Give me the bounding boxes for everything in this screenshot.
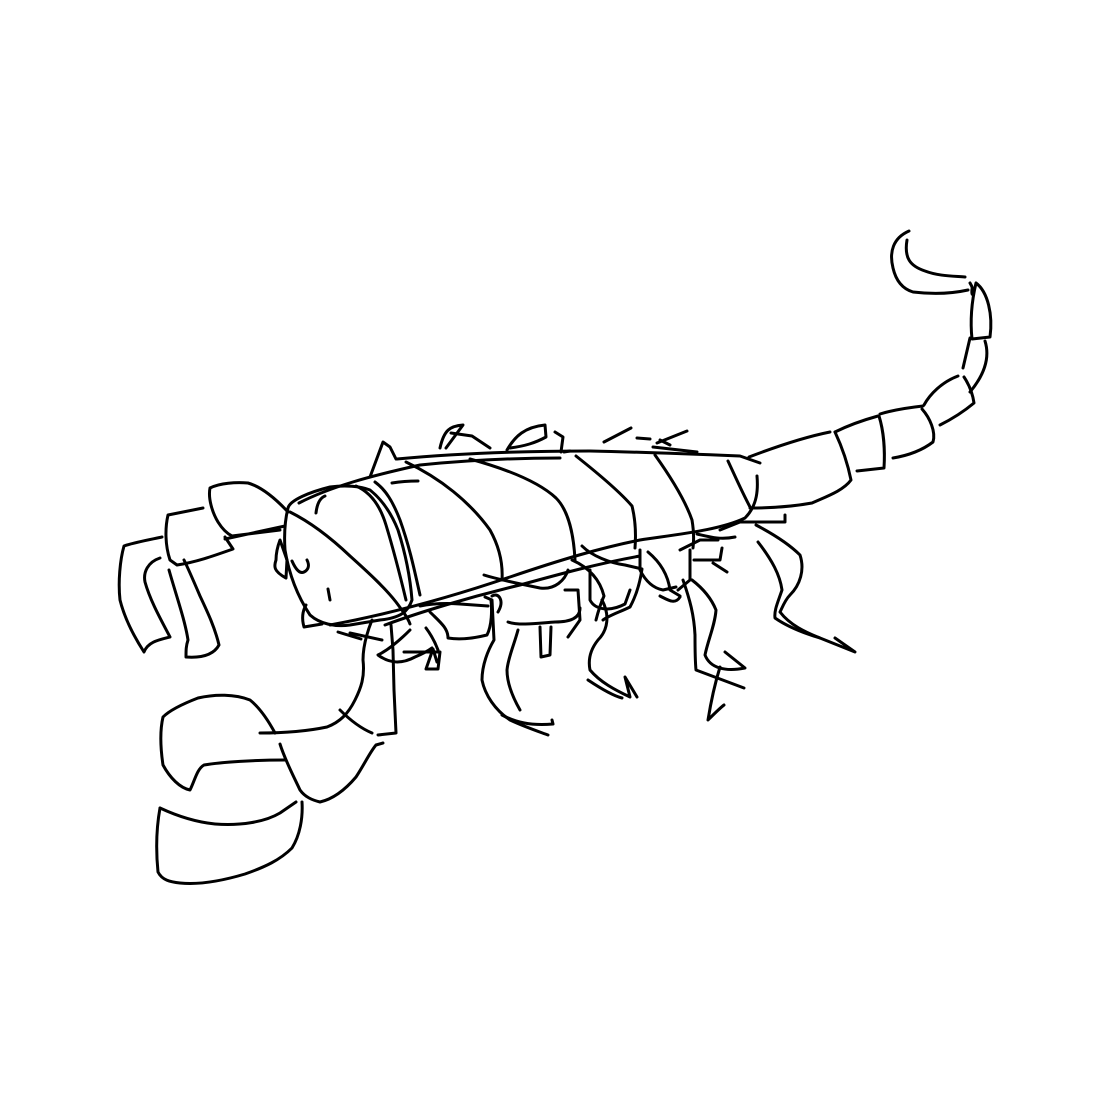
lower-claw bbox=[155, 618, 398, 885]
tail bbox=[747, 281, 993, 510]
upper-claw bbox=[117, 481, 290, 659]
body bbox=[297, 423, 762, 627]
legs bbox=[376, 513, 857, 737]
stinger bbox=[890, 229, 975, 296]
head bbox=[273, 479, 422, 642]
